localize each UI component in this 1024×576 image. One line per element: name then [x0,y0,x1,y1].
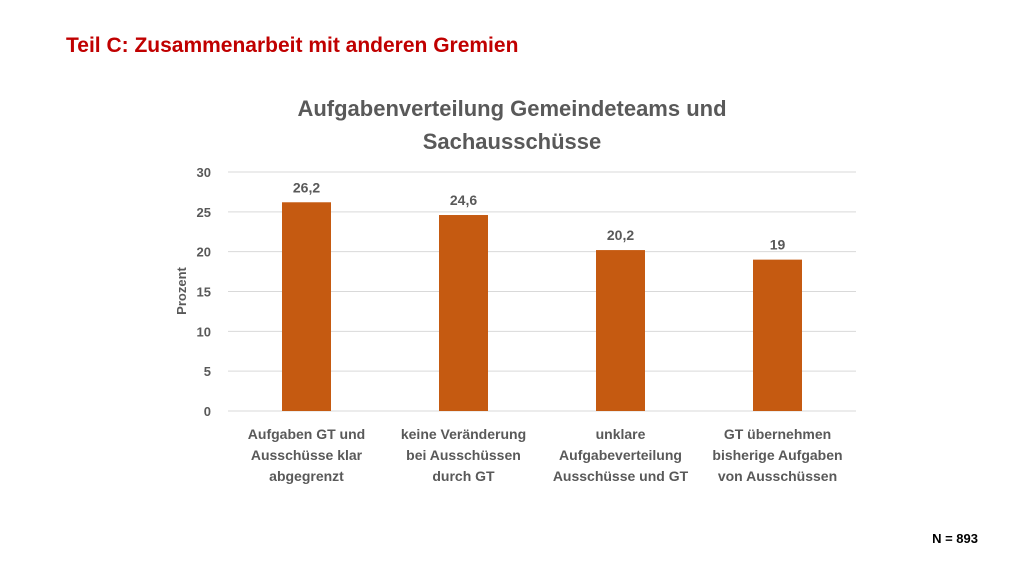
y-tick-label: 25 [197,205,211,220]
y-tick-label: 5 [204,364,211,379]
x-axis-categories: Aufgaben GT und Ausschüsse klar abgegrenzt… [248,426,843,484]
y-tick-label: 20 [197,245,211,260]
y-tick-label: 10 [197,324,211,339]
y-tick-label: 15 [197,285,211,300]
x-category-label: GT übernehmen [724,426,831,442]
y-tick-label: 30 [197,165,211,180]
x-category-label: bisherige Aufgaben [712,447,842,463]
bar [596,250,645,411]
y-tick-label: 0 [204,404,211,419]
x-category-label: durch GT [432,468,495,484]
x-category-label: keine Veränderung [401,426,526,442]
chart-title: Aufgabenverteilung Gemeindeteams und Sach… [297,96,726,154]
x-category-label: abgegrenzt [269,468,344,484]
bar-data-label: 24,6 [450,192,477,208]
x-category-label: Aufgaben GT und [248,426,365,442]
x-category-label: Ausschüsse und GT [553,468,689,484]
bar-data-label: 19 [770,237,786,253]
bar-data-label: 20,2 [607,227,634,243]
bar [753,259,802,411]
x-category-label: von Ausschüssen [718,468,837,484]
bar [282,202,331,411]
chart-gridlines [228,171,856,412]
x-category-label: Ausschüsse klar [251,447,363,463]
bar-data-label: 26,2 [293,179,320,195]
chart-title-line: Aufgabenverteilung Gemeindeteams und [297,96,726,121]
x-category-label: bei Ausschüssen [406,447,521,463]
x-category-label: unklare [596,426,646,442]
chart-title-line: Sachausschüsse [423,129,602,154]
x-category-label: Aufgabeverteilung [559,447,682,463]
bar [439,215,488,411]
y-axis-ticks: 0 5 10 15 20 25 30 [197,165,211,419]
slide-title: Teil C: Zusammenarbeit mit anderen Gremi… [66,34,519,57]
chart-bars [282,202,802,411]
sample-size-note: N = 893 [932,531,978,546]
chart-data-labels: 26,2 24,6 20,2 19 [293,179,786,252]
y-axis-label: Prozent [174,266,189,314]
